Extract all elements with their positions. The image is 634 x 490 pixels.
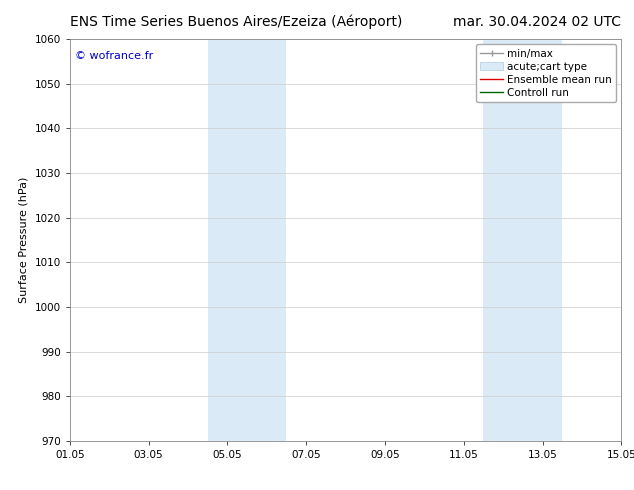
Legend: min/max, acute;cart type, Ensemble mean run, Controll run: min/max, acute;cart type, Ensemble mean … bbox=[476, 45, 616, 102]
Text: ENS Time Series Buenos Aires/Ezeiza (Aéroport): ENS Time Series Buenos Aires/Ezeiza (Aér… bbox=[70, 15, 402, 29]
Bar bbox=[207, 39, 287, 441]
Bar bbox=[483, 39, 562, 441]
Text: mar. 30.04.2024 02 UTC: mar. 30.04.2024 02 UTC bbox=[453, 15, 621, 29]
Y-axis label: Surface Pressure (hPa): Surface Pressure (hPa) bbox=[19, 177, 29, 303]
Text: © wofrance.fr: © wofrance.fr bbox=[75, 51, 153, 61]
